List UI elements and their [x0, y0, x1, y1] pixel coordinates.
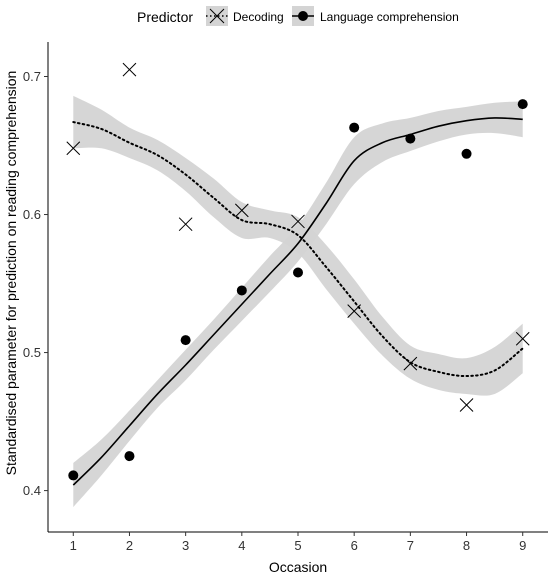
legend-decoding-marker	[209, 8, 225, 24]
language-comprehension-point	[68, 470, 79, 481]
y-tick-label: 0.6	[23, 207, 41, 222]
decoding-point-stroke	[66, 141, 81, 156]
decoding-point	[403, 356, 418, 371]
decoding-point	[178, 217, 193, 232]
decoding-point	[66, 141, 81, 156]
data-points	[66, 62, 530, 481]
decoding-point-stroke	[234, 203, 249, 218]
x-tick-label: 5	[294, 538, 301, 553]
decoding-point	[291, 214, 305, 229]
decoding-point-stroke	[178, 217, 193, 232]
x-tick-label: 8	[463, 538, 470, 553]
legend-language-comprehension-marker	[298, 11, 308, 21]
legend: Predictor Decoding Language comprehension	[137, 6, 459, 26]
confidence-bands	[73, 95, 523, 508]
x-tick-label: 4	[238, 538, 245, 553]
decoding-point-stroke	[403, 356, 418, 371]
language-comprehension-point	[293, 267, 303, 278]
language-comprehension-point	[349, 122, 360, 133]
legend-title: Predictor	[137, 9, 193, 25]
y-tick-label: 0.4	[23, 483, 41, 498]
x-tick-label: 2	[126, 538, 133, 553]
legend-label-decoding: Decoding	[233, 10, 284, 24]
smooth-line-language-comprehension	[72, 117, 523, 486]
x-tick-label: 7	[407, 538, 414, 553]
language-comprehension-point	[236, 285, 247, 296]
y-tick-label: 0.7	[23, 69, 41, 84]
y-axis-title: Standardised parameter for prediction on…	[3, 71, 19, 476]
legend-label-language-comprehension: Language comprehension	[320, 10, 459, 24]
language-comprehension-point	[461, 148, 472, 159]
decoding-point-stroke	[459, 398, 474, 412]
decoding-point-stroke	[347, 304, 362, 319]
y-tick-label: 0.5	[23, 345, 41, 360]
x-tick-label: 1	[70, 538, 77, 553]
x-tick-label: 6	[351, 538, 358, 553]
language-comprehension-point	[517, 99, 528, 110]
x-tick-label: 9	[519, 538, 526, 553]
language-comprehension-point	[180, 335, 191, 346]
decoding-point	[122, 62, 137, 77]
x-tick-label: 3	[182, 538, 189, 553]
decoding-point-stroke	[122, 62, 137, 77]
smooth-lines	[72, 117, 524, 486]
decoding-point-stroke	[291, 214, 305, 229]
decoding-point	[347, 304, 362, 319]
decoding-point	[234, 203, 249, 218]
decoding-point	[459, 398, 474, 412]
smooth-line-decoding	[72, 121, 524, 378]
x-axis-title: Occasion	[269, 559, 327, 575]
axes: 1 2 3 4 5 6 7 8 9 0.4 0.5 0.6 0.7	[23, 42, 548, 553]
language-comprehension-point	[405, 133, 416, 144]
language-comprehension-point	[124, 451, 135, 462]
decoding-point-stroke	[515, 331, 530, 346]
decoding-point	[515, 331, 530, 346]
